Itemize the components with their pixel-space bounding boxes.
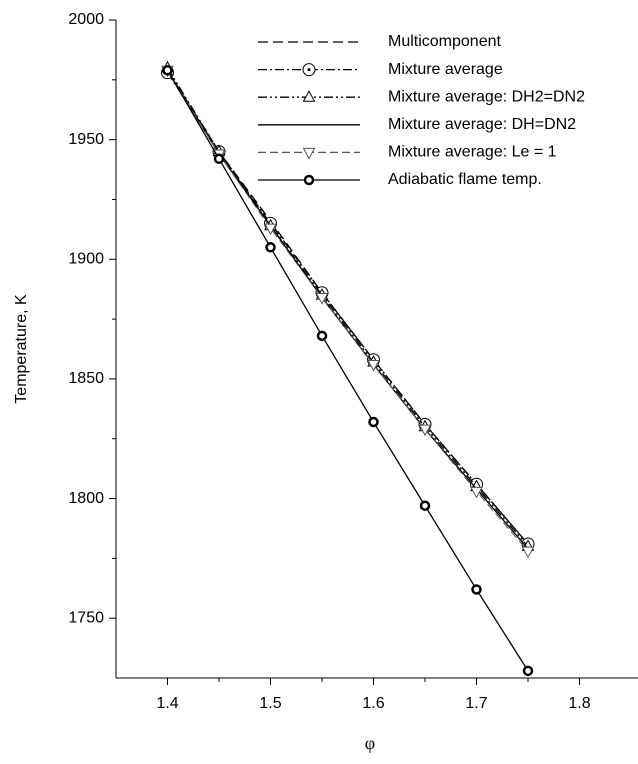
marker [367,360,380,372]
marker [418,424,432,437]
y-tick-label: 1900 [68,250,104,267]
series-line [166,69,529,545]
marker [419,500,431,511]
legend-label: Multicomponent [388,33,502,50]
series-line [167,69,529,552]
legend-label: Mixture average: DH2=DN2 [388,88,585,105]
marker [316,330,328,342]
marker [521,546,535,559]
legend-label: Mixture average: Le = 1 [388,144,557,161]
marker [162,64,173,76]
marker [264,223,277,236]
marker-dot [307,68,311,72]
y-tick-label: 1950 [68,131,104,148]
y-tick-label: 2000 [68,11,104,28]
legend-label: Mixture average: DH=DN2 [388,116,576,133]
marker [368,416,379,428]
marker [302,147,316,160]
series-line [166,69,529,550]
x-tick-label: 1.7 [465,695,487,712]
marker [315,293,329,305]
x-tick-label: 1.6 [362,695,384,712]
x-tick-label: 1.5 [259,695,281,712]
x-tick-label: 1.4 [156,695,178,712]
legend-label: Adiabatic flame temp. [388,171,542,188]
y-tick-label: 1750 [68,609,104,626]
legend-label: Mixture average [388,61,503,78]
x-tick-label: 1.8 [568,695,590,712]
series-line [166,67,529,547]
y-tick-label: 1850 [68,370,104,387]
y-axis-label: Temperature, K [13,294,30,404]
marker [265,242,276,253]
marker [303,174,315,186]
y-tick-label: 1800 [68,490,104,507]
marker [470,486,483,499]
marker [522,665,534,677]
marker [213,153,225,165]
x-axis-label: φ [365,733,375,753]
series-line [166,69,529,672]
marker [302,90,316,102]
marker [471,584,482,595]
